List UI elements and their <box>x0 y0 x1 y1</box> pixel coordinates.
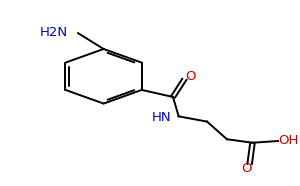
Text: O: O <box>185 70 195 83</box>
Text: H2N: H2N <box>40 26 68 39</box>
Text: OH: OH <box>278 134 298 147</box>
Text: HN: HN <box>152 111 172 124</box>
Text: O: O <box>242 162 252 175</box>
